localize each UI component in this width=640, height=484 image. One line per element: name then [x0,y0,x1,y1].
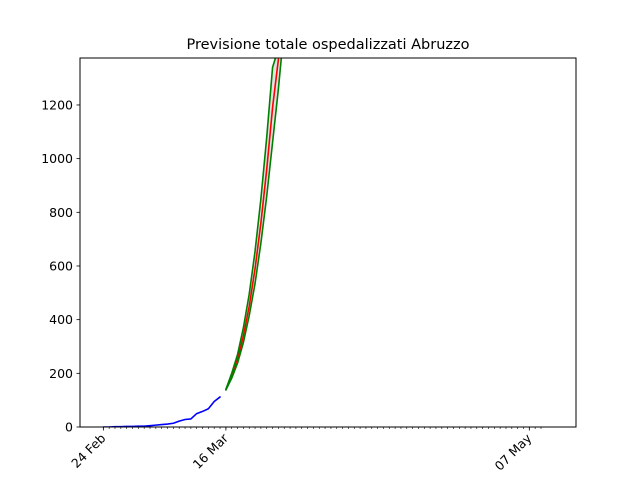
y-tick-label: 800 [49,205,73,220]
y-tick-label: 400 [49,312,73,327]
y-tick-label: 1000 [41,151,73,166]
chart-title: Previsione totale ospedalizzati Abruzzo [186,37,469,53]
y-tick-label: 200 [49,366,73,381]
y-tick-label: 600 [49,258,73,273]
y-tick-label: 1200 [41,97,73,112]
y-tick-label: 0 [65,420,73,435]
